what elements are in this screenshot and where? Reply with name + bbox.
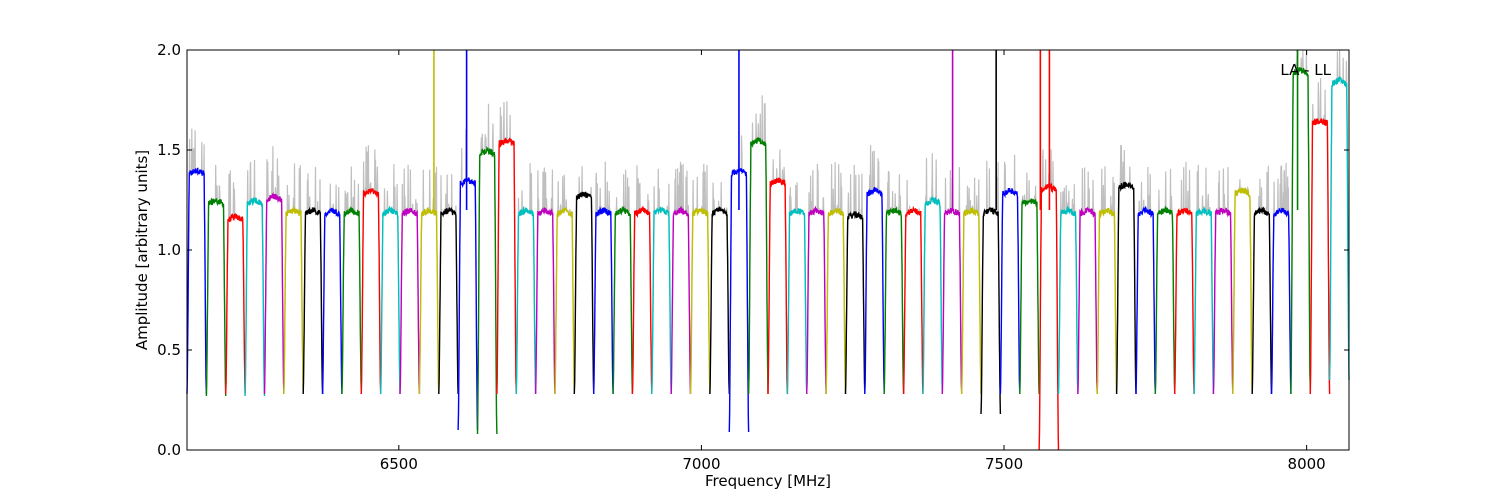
x-axis-ticks: 6500 7000 7500 8000 [380, 50, 1326, 473]
channel-trace [1019, 198, 1040, 395]
channel-trace [225, 212, 246, 395]
channel-trace [883, 205, 905, 395]
channel-trace [631, 205, 653, 395]
channel-trace [612, 205, 634, 395]
channel-trace [1232, 187, 1253, 395]
channel-trace [399, 207, 421, 395]
x-tick-label: 7000 [682, 455, 720, 473]
channel-trace [786, 208, 808, 395]
x-tick-label: 6500 [380, 455, 418, 473]
channel-trace [747, 137, 769, 395]
y-axis-ticks: 0.0 0.5 1.0 1.5 2.0 [157, 41, 1349, 459]
y-tick-label: 0.5 [157, 341, 181, 359]
channel-trace [806, 205, 827, 395]
channel-trace [864, 186, 885, 395]
channel-trace [534, 207, 556, 395]
channel-trace [1096, 207, 1118, 395]
channel-trace [1057, 205, 1079, 395]
channel-trace [321, 207, 343, 395]
channel-trace [263, 191, 285, 395]
channel-trace [961, 207, 982, 395]
channel-trace [767, 177, 789, 395]
channel-trace [1309, 117, 1331, 395]
channel-trace [283, 205, 304, 395]
channel-trace [438, 206, 459, 395]
y-tick-label: 0.0 [157, 441, 181, 459]
channel-trace [1251, 206, 1273, 395]
channel-trace [573, 191, 595, 395]
channel-trace [380, 205, 401, 395]
channel-trace [844, 210, 866, 395]
channel-trace [1154, 205, 1176, 395]
channel-trace [1328, 76, 1350, 381]
channel-trace [1270, 207, 1292, 395]
channel-trace [999, 187, 1021, 395]
channel-trace [1290, 66, 1311, 395]
channel-trace [1077, 206, 1098, 395]
channel-trace [418, 206, 440, 395]
y-axis-label: Amplitude [arbitrary units] [133, 150, 151, 350]
channel-trace [941, 206, 963, 395]
y-tick-label: 1.0 [157, 241, 181, 259]
channel-trace [1135, 205, 1156, 395]
channel-trace [476, 145, 498, 435]
channel-trace [651, 206, 672, 395]
channel-trace [205, 197, 227, 397]
channel-trace [496, 137, 517, 395]
x-tick-label: 7500 [985, 455, 1023, 473]
x-tick-label: 8000 [1288, 455, 1326, 473]
channel-trace [186, 167, 208, 395]
channel-trace [457, 177, 479, 431]
channel-trace [1174, 207, 1195, 395]
channel-trace [1115, 181, 1137, 395]
channel-trace [670, 205, 692, 395]
x-axis-label: Frequency [MHz] [705, 472, 831, 490]
channel-trace [825, 207, 847, 395]
channel-trace [360, 188, 382, 395]
channel-trace [709, 206, 730, 395]
y-tick-label: 2.0 [157, 41, 181, 59]
y-tick-label: 1.5 [157, 141, 181, 159]
channel-trace [515, 205, 537, 395]
channel-trace [902, 205, 924, 395]
channel-trace [980, 207, 1002, 415]
spectrum-traces [186, 49, 1350, 451]
channel-trace [302, 206, 324, 395]
channel-trace [244, 197, 266, 397]
channel-trace [922, 195, 943, 395]
channel-trace [1212, 207, 1234, 395]
channel-trace [341, 205, 362, 395]
channel-trace [593, 206, 614, 395]
channel-trace [689, 207, 711, 395]
chart-annotation: LA - LL [1280, 61, 1331, 79]
channel-trace [1193, 207, 1215, 395]
channel-trace [554, 206, 575, 395]
rfi-spikes [433, 50, 1299, 210]
